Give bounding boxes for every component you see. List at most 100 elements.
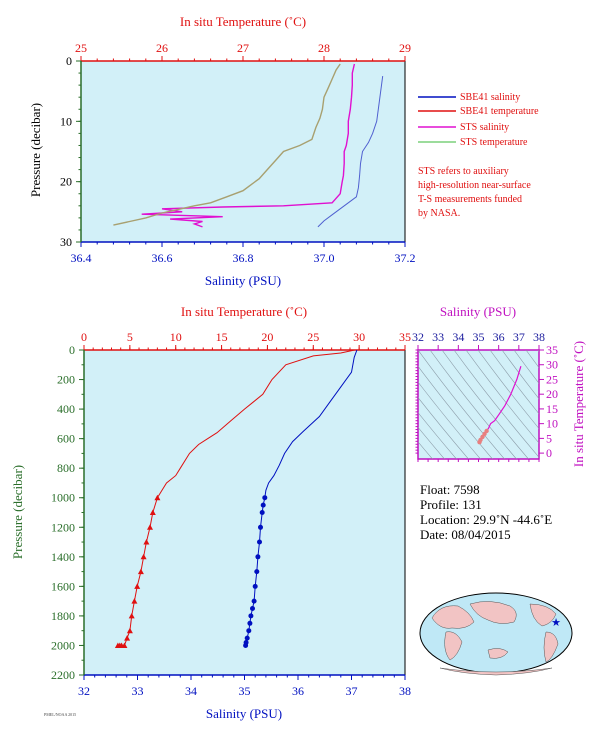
bottom-sal-tick-label: 35: [239, 684, 251, 698]
ts-density-contour: [418, 396, 469, 459]
ts-sal-tick-label: 38: [533, 330, 545, 344]
top-sal-tick-label: 36.8: [233, 251, 254, 265]
ts-sal-tick-label: 34: [452, 330, 464, 344]
bottom-salinity-marker: [254, 569, 260, 575]
bottom-salinity-marker: [259, 510, 265, 515]
bottom-temperature-profile-line: [117, 349, 355, 646]
ts-density-contour: [501, 350, 539, 400]
ts-temp-tick-label: 10: [546, 417, 558, 431]
bottom-salinity-marker: [258, 524, 263, 530]
bottom-sal-tick-label: 38: [399, 684, 411, 698]
top-temp-tick-label: 27: [237, 41, 249, 55]
ts-density-contour: [513, 350, 539, 384]
float-info: Float: 7598 Profile: 131 Location: 29.9˚…: [420, 482, 552, 542]
top-series: [113, 63, 384, 228]
ts-density-contour: [418, 412, 457, 459]
sts-note-line-3: T-S measurements funded: [418, 194, 522, 205]
bottom-sal-tick-label: 34: [185, 684, 197, 698]
top-legend: SBE41 salinity SBE41 temperature STS sal…: [418, 92, 539, 148]
map-continent-australia: [487, 648, 509, 659]
bottom-temperature-marker: [140, 553, 147, 560]
bottom-temperature-marker: [131, 598, 138, 604]
bottom-pres-tick-label: 0: [69, 343, 75, 357]
bottom-salinity-marker: [252, 583, 258, 589]
map-continent-north-america: [529, 603, 557, 627]
bottom-pres-tick-label: 1800: [51, 609, 75, 623]
sts-note: STS refers to auxiliary high-resolution …: [418, 166, 531, 219]
bottom-temperature-marker: [114, 642, 121, 648]
sts-note-line-1: STS refers to auxiliary: [418, 166, 509, 177]
top-panel: 25 26 27 28 29 36.4 36.6 36.8 37.0 37.2 0 10 20 30 In…: [28, 14, 539, 288]
bottom-temperature-marker: [147, 524, 153, 530]
top-pres-tick-label: 30: [60, 235, 72, 249]
ts-deep-point: [477, 440, 482, 445]
bottom-sal-tick-label: 37: [346, 684, 358, 698]
ts-density-contour: [441, 350, 529, 459]
bottom-pres-tick-label: 2200: [51, 668, 75, 682]
top-pres-tick-label: 10: [60, 114, 72, 128]
ts-density-contour: [453, 350, 539, 458]
bottom-series: [114, 349, 358, 648]
top-sal-tick-label: 37.0: [314, 251, 335, 265]
bottom-pres-tick-label: 1600: [51, 579, 75, 593]
ts-density-contour: [418, 350, 505, 459]
bottom-salinity-marker: [250, 606, 255, 611]
sts-note-line-2: high-resolution near-surface: [418, 180, 531, 191]
map-continent-africa: [444, 631, 463, 661]
bottom-salinity-marker: [260, 502, 266, 508]
bottom-salinity-marker: [251, 598, 257, 604]
bottom-salinity-marker: [262, 495, 268, 501]
bottom-pres-tick-label: 1400: [51, 550, 75, 564]
top-pres-tick-label: 20: [60, 175, 72, 189]
bottom-temp-tick-label: 35: [399, 330, 411, 344]
ts-density-contour: [418, 365, 493, 459]
top-temp-tick-label: 25: [75, 41, 87, 55]
ts-sal-tick-label: 35: [473, 330, 485, 344]
float-location-star-icon: ★: [551, 617, 561, 629]
top-temp-tick-label: 26: [156, 41, 168, 55]
bottom-sal-tick-label: 33: [132, 684, 144, 698]
top-temp-tick-label: 29: [399, 41, 411, 55]
bottom-pres-tick-label: 200: [57, 373, 75, 387]
bottom-temperature-marker: [126, 627, 133, 634]
ts-temp-tick-label: 5: [546, 431, 552, 445]
bottom-salinity-marker: [243, 643, 249, 648]
ts-temp-tick-label: 25: [546, 372, 558, 386]
top-ticks: 25 26 27 28 29 36.4 36.6 36.8 37.0 37.2 0 10 20 30: [60, 41, 416, 265]
bottom-pres-tick-label: 800: [57, 461, 75, 475]
ts-temp-tick-label: 20: [546, 387, 558, 401]
bottom-temp-tick-label: 10: [170, 330, 182, 344]
bottom-pres-tick-label: 400: [57, 402, 75, 416]
bottom-temp-tick-label: 0: [81, 330, 87, 344]
top-plot-area: [80, 60, 406, 243]
top-series-sts-salinity: [141, 63, 356, 228]
bottom-temp-tick-label: 20: [261, 330, 273, 344]
top-sal-axis-title: Salinity (PSU): [205, 273, 281, 288]
bottom-temperature-marker: [128, 612, 135, 619]
bottom-ticks: 0 5 10 15 20 25 30 35 32 33 34 35 36 37 38 0 200 400 600 80…: [51, 330, 411, 698]
bottom-panel: 0 5 10 15 20 25 30 35 32 33 34 35 36 37 38 0 200 400 600 80…: [10, 304, 411, 721]
world-map: ★: [419, 592, 573, 676]
legend-label-sts-temperature: STS temperature: [460, 137, 528, 148]
legend-label-sts-salinity: STS salinity: [460, 122, 509, 133]
ts-density-contour: [477, 350, 539, 430]
bottom-sal-tick-label: 36: [292, 684, 304, 698]
ts-density-contours: [418, 350, 539, 459]
bottom-temperature-marker: [149, 509, 156, 515]
bottom-salinity-marker: [246, 628, 252, 634]
bottom-temp-tick-label: 5: [127, 330, 133, 344]
bottom-salinity-marker: [244, 635, 250, 641]
ts-sal-tick-label: 37: [513, 330, 525, 344]
top-temp-axis-title: In situ Temperature (˚C): [180, 14, 306, 29]
ts-density-contour: [418, 441, 433, 459]
top-series-sts-temperature: [113, 63, 341, 226]
bottom-temperature-marker: [124, 635, 131, 641]
ts-temp-tick-label: 15: [546, 402, 558, 416]
ts-temp-tick-label: 35: [546, 343, 558, 357]
ts-density-contour: [525, 350, 539, 369]
bottom-pres-tick-label: 1000: [51, 491, 75, 505]
bottom-temp-tick-label: 15: [216, 330, 228, 344]
ts-series: [477, 366, 522, 445]
bottom-temp-tick-label: 25: [307, 330, 319, 344]
